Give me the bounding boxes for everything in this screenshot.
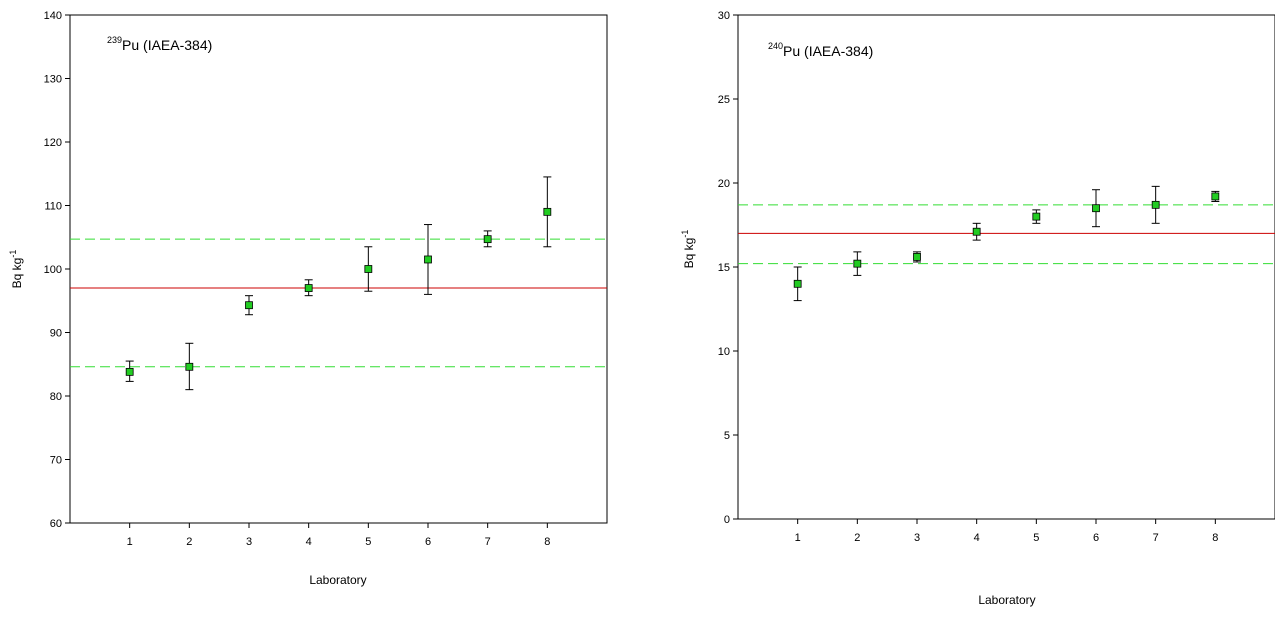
data-points bbox=[793, 185, 1220, 302]
marker bbox=[913, 253, 921, 261]
y-tick-label: 90 bbox=[50, 328, 62, 340]
marker bbox=[1151, 200, 1160, 209]
annotation-superscript: 239 bbox=[107, 35, 122, 45]
data-point-4 bbox=[972, 222, 981, 241]
data-point-7 bbox=[483, 230, 492, 248]
data-points bbox=[125, 176, 552, 391]
annotation-text: Pu (IAEA-384) bbox=[783, 43, 873, 59]
x-tick-label: 2 bbox=[186, 536, 192, 548]
chart-pu240: 240Pu (IAEA-384) Laboratory Bq kg-1 0 5 10… bbox=[680, 10, 1275, 607]
x-axis-label: Laboratory bbox=[309, 573, 366, 587]
chart-pu239: 239Pu (IAEA-384) Laboratory Bq kg-1 60 70… bbox=[8, 10, 608, 587]
y-axis-label-superscript: -1 bbox=[680, 230, 690, 238]
data-point-4 bbox=[304, 279, 313, 297]
y-axis-label-text: Bq kg bbox=[10, 258, 24, 289]
reference-lines bbox=[738, 204, 1275, 265]
data-point-8 bbox=[543, 176, 552, 248]
marker bbox=[1211, 192, 1220, 201]
x-tick-label: 3 bbox=[246, 536, 252, 548]
y-tick-label: 140 bbox=[44, 10, 62, 22]
y-tick-label: 80 bbox=[50, 391, 62, 403]
y-tick-label: 110 bbox=[44, 201, 62, 213]
marker bbox=[125, 367, 134, 376]
annotation-superscript: 240 bbox=[768, 41, 783, 51]
axis-ticks: 60 70 80 90 100 110 120 130 140 1 2 3 4 5 6 7 8 bbox=[44, 10, 551, 548]
x-tick-label: 3 bbox=[914, 532, 920, 544]
y-tick-label: 20 bbox=[718, 178, 730, 190]
y-tick-label: 5 bbox=[724, 430, 730, 442]
data-point-5 bbox=[364, 246, 373, 292]
marker bbox=[304, 284, 313, 292]
x-axis-label: Laboratory bbox=[978, 593, 1035, 607]
y-tick-label: 25 bbox=[718, 94, 730, 106]
y-axis-label-text: Bq kg bbox=[682, 238, 696, 269]
x-tick-label: 6 bbox=[1093, 532, 1099, 544]
marker bbox=[185, 362, 194, 371]
data-point-6 bbox=[424, 224, 432, 295]
marker bbox=[245, 301, 253, 310]
annotation-text: Pu (IAEA-384) bbox=[122, 37, 212, 53]
x-tick-label: 6 bbox=[425, 536, 431, 548]
marker bbox=[364, 265, 373, 273]
data-point-7 bbox=[1151, 185, 1160, 224]
data-point-6 bbox=[1092, 189, 1100, 228]
plot-frame bbox=[737, 14, 1275, 520]
x-tick-label: 5 bbox=[365, 536, 371, 548]
y-axis-label: Bq kg-1 bbox=[8, 250, 24, 289]
data-point-2 bbox=[185, 342, 194, 391]
y-axis-label-superscript: -1 bbox=[8, 250, 18, 258]
data-point-1 bbox=[125, 360, 134, 382]
y-tick-label: 130 bbox=[44, 74, 62, 86]
x-tick-label: 1 bbox=[127, 536, 133, 548]
chart-annotation: 240Pu (IAEA-384) bbox=[768, 41, 873, 59]
x-tick-label: 7 bbox=[1153, 532, 1159, 544]
x-tick-label: 5 bbox=[1033, 532, 1039, 544]
data-point-8 bbox=[1211, 190, 1220, 202]
data-point-3 bbox=[245, 295, 253, 316]
x-tick-label: 4 bbox=[974, 532, 980, 544]
data-point-3 bbox=[913, 251, 921, 263]
marker bbox=[1032, 212, 1041, 221]
marker bbox=[424, 255, 432, 264]
marker bbox=[1092, 204, 1100, 213]
axis-ticks: 0 5 10 15 20 25 30 1 2 3 4 5 6 7 8 bbox=[718, 10, 1219, 544]
marker bbox=[972, 227, 981, 236]
data-point-2 bbox=[853, 251, 862, 276]
marker bbox=[543, 207, 552, 216]
y-tick-label: 0 bbox=[724, 514, 730, 526]
marker bbox=[853, 259, 862, 268]
y-tick-label: 30 bbox=[718, 10, 730, 22]
y-axis-label: Bq kg-1 bbox=[680, 230, 696, 269]
x-tick-label: 4 bbox=[306, 536, 312, 548]
data-point-1 bbox=[793, 266, 802, 302]
chart-annotation: 239Pu (IAEA-384) bbox=[107, 35, 212, 53]
y-tick-label: 120 bbox=[44, 137, 62, 149]
x-tick-label: 8 bbox=[1212, 532, 1218, 544]
y-tick-label: 70 bbox=[50, 455, 62, 467]
x-tick-label: 8 bbox=[544, 536, 550, 548]
data-point-5 bbox=[1032, 209, 1041, 224]
reference-lines bbox=[70, 238, 607, 368]
plot-frame bbox=[69, 14, 608, 524]
y-tick-label: 10 bbox=[718, 346, 730, 358]
x-tick-label: 1 bbox=[795, 532, 801, 544]
y-tick-label: 100 bbox=[44, 264, 62, 276]
marker bbox=[483, 235, 492, 244]
x-tick-label: 7 bbox=[485, 536, 491, 548]
marker bbox=[793, 279, 802, 288]
y-tick-label: 15 bbox=[718, 262, 730, 274]
y-tick-label: 60 bbox=[50, 518, 62, 530]
x-tick-label: 2 bbox=[854, 532, 860, 544]
